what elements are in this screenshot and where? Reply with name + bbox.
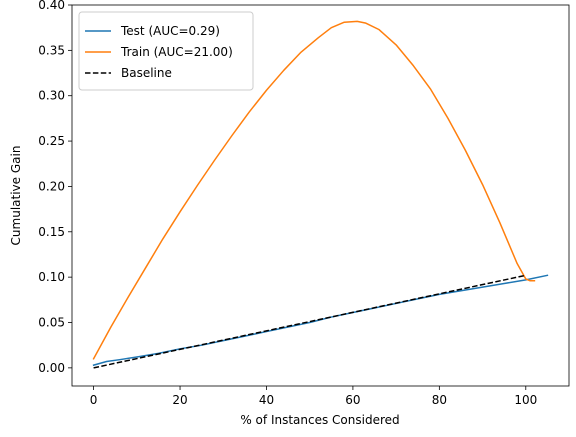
legend-label-0: Test (AUC=0.29) bbox=[120, 24, 220, 38]
y-axis-ticks: 0.00 0.05 0.10 0.15 0.20 0.25 0.30 0.35 0.40 bbox=[38, 0, 72, 375]
plot-lines bbox=[92, 20, 549, 369]
legend-label-2: Baseline bbox=[121, 66, 172, 80]
series-line-2 bbox=[93, 274, 526, 369]
y-axis-label: Cumulative Gain bbox=[9, 146, 23, 246]
legend-label-1: Train (AUC=21.00) bbox=[120, 45, 233, 59]
y-tick-label: 0.30 bbox=[38, 89, 65, 103]
series-line-0 bbox=[92, 274, 549, 367]
legend-box bbox=[78, 11, 254, 91]
x-tick-label: 20 bbox=[172, 393, 187, 407]
x-tick-label: 60 bbox=[345, 393, 360, 407]
y-tick-label: 0.25 bbox=[38, 134, 65, 148]
y-tick-label: 0.00 bbox=[38, 361, 65, 375]
y-tick-label: 0.35 bbox=[38, 43, 65, 57]
x-axis-ticks: 0 20 40 60 80 100 bbox=[90, 386, 537, 407]
x-tick-label: 0 bbox=[90, 393, 98, 407]
x-tick-label: 100 bbox=[514, 393, 537, 407]
plot-frame bbox=[71, 4, 570, 387]
y-tick-label: 0.20 bbox=[38, 179, 65, 193]
y-tick-label: 0.05 bbox=[38, 316, 65, 330]
legend: Test (AUC=0.29) Train (AUC=21.00) Baseline bbox=[78, 11, 254, 91]
y-tick-label: 0.15 bbox=[38, 225, 65, 239]
y-tick-label: 0.10 bbox=[38, 270, 65, 284]
x-tick-label: 80 bbox=[432, 393, 447, 407]
x-axis-label: % of Instances Considered bbox=[240, 413, 399, 427]
y-tick-label: 0.40 bbox=[38, 0, 65, 12]
series-line-1 bbox=[92, 20, 536, 360]
x-tick-label: 40 bbox=[259, 393, 274, 407]
